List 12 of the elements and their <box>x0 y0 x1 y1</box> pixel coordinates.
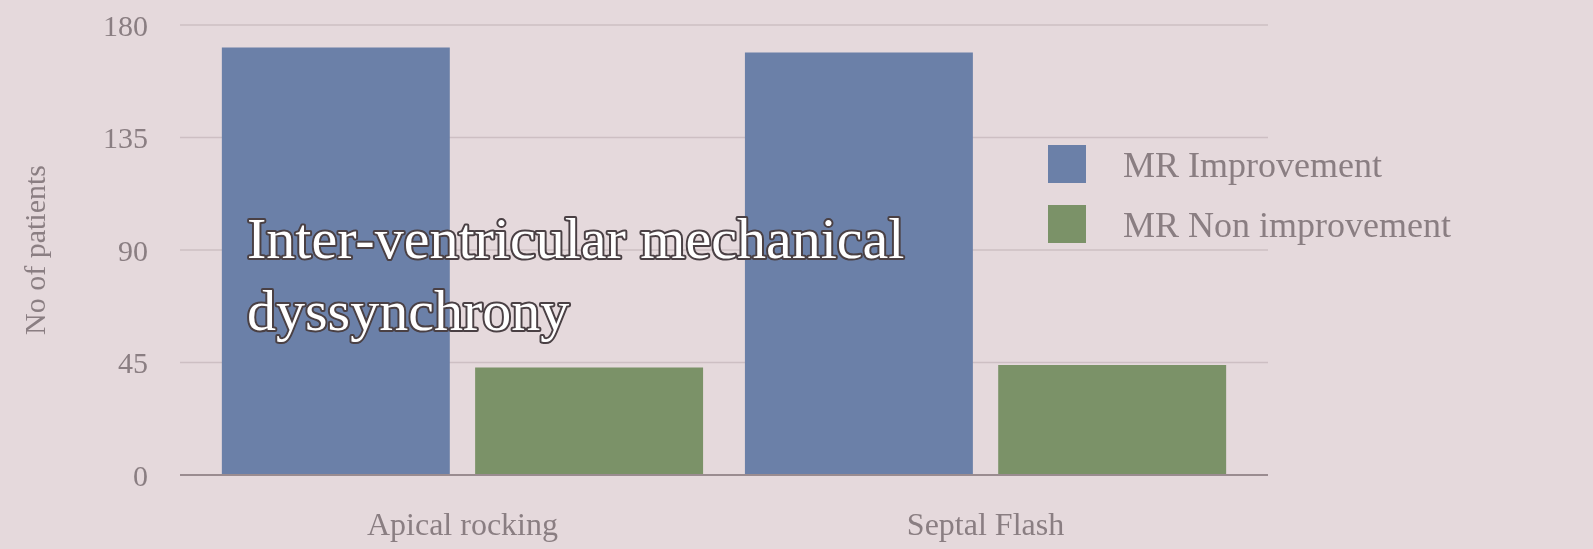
bar <box>998 365 1227 475</box>
y-tick-label: 180 <box>103 8 148 42</box>
y-tick-label: 135 <box>103 121 148 154</box>
y-tick-label: 90 <box>118 233 148 267</box>
x-tick-label: Septal Flash <box>906 506 1065 542</box>
legend-label: MR Improvement <box>1123 144 1382 185</box>
y-tick-label: 45 <box>118 346 148 379</box>
bar <box>475 367 704 475</box>
legend-label: MR Non improvement <box>1123 204 1451 245</box>
y-tick-label: 0 <box>133 458 148 492</box>
y-axis-title: No of patients <box>18 165 51 335</box>
x-tick-label: Apical rocking <box>366 506 558 542</box>
